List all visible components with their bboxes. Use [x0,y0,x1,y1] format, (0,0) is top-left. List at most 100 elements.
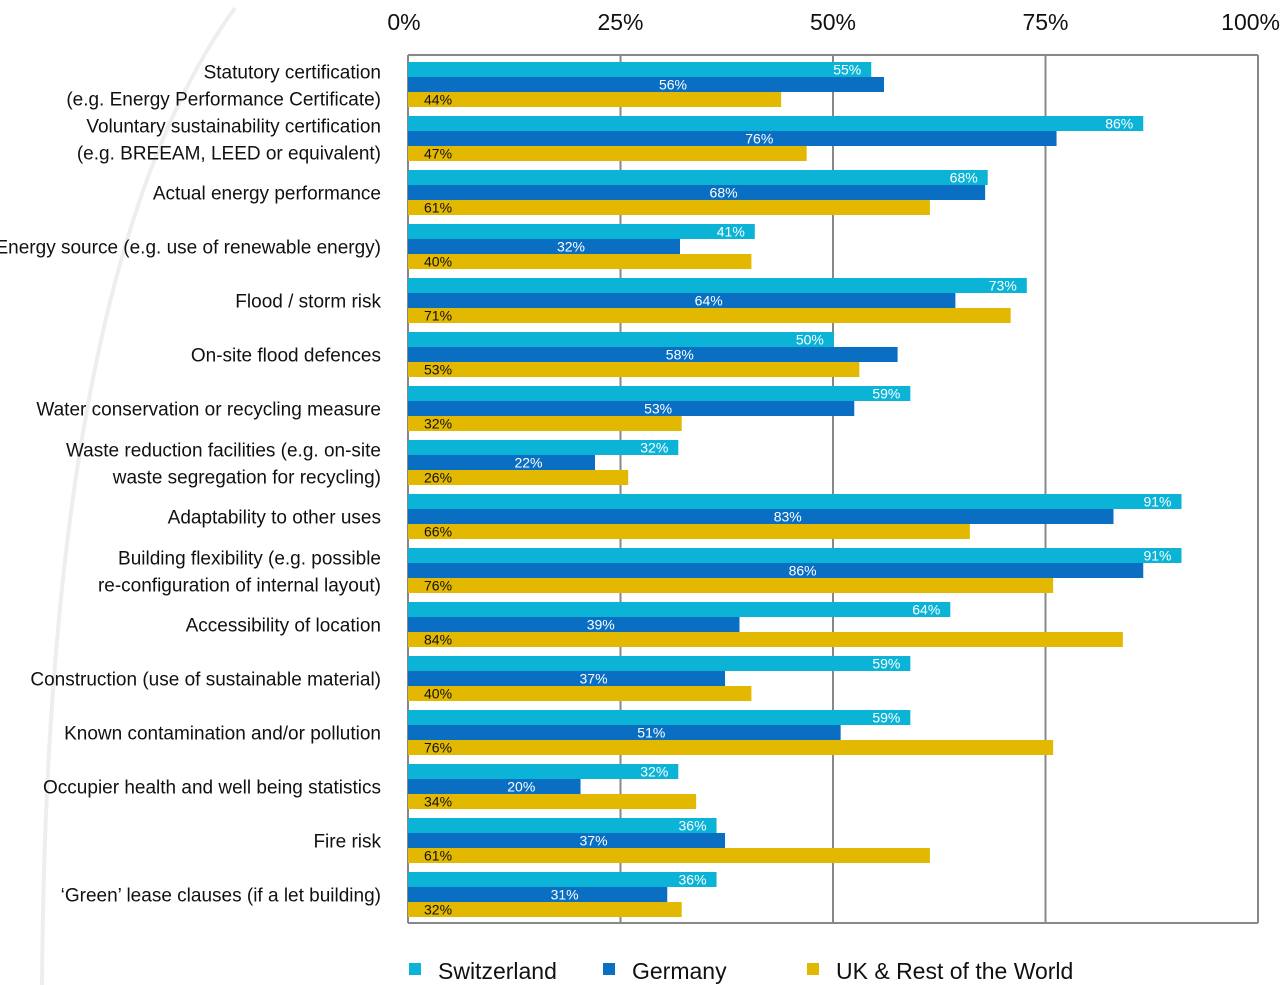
bar-uk-rest-of-world [408,632,1123,647]
background-arc [40,6,237,985]
data-label: 64% [695,293,723,309]
bar-uk-rest-of-world [408,578,1054,593]
bar-germany [408,563,1144,578]
bar-switzerland [408,494,1182,509]
bar-uk-rest-of-world [408,200,930,215]
bar-uk-rest-of-world [408,902,682,917]
bar-uk-rest-of-world [408,308,1011,323]
bar-germany [408,779,581,794]
category-label: (e.g. Energy Performance Certificate) [66,90,381,111]
bar-switzerland [408,710,911,725]
data-label: 41% [717,224,745,240]
data-label: 47% [424,146,452,162]
bar-switzerland [408,278,1027,293]
bar-uk-rest-of-world [408,92,782,107]
data-label: 61% [424,200,452,216]
bar-germany [408,293,956,308]
data-label: 26% [424,470,452,486]
bar-germany [408,455,595,470]
bar-series: 55% 56% 44% 86% 76% 47% 68% 68% 61% 41% 32% 40% 73% 6… [408,62,1182,918]
data-label: 40% [424,254,452,270]
category-label: Fire risk [313,832,381,853]
data-label: 59% [872,710,900,726]
bar-uk-rest-of-world [408,362,860,377]
data-label: 36% [679,872,707,888]
bar-germany [408,131,1057,146]
data-label: 59% [872,386,900,402]
bar-germany [408,509,1114,524]
bar-switzerland [408,332,834,347]
bar-switzerland [408,116,1144,131]
bar-switzerland [408,224,755,239]
data-label: 32% [557,239,585,255]
bar-switzerland [408,548,1182,563]
category-label: Voluntary sustainability certification [86,117,381,138]
bar-uk-rest-of-world [408,470,629,485]
bar-germany [408,887,668,902]
legend-label: Germany [632,958,727,984]
category-label: Building flexibility (e.g. possible [118,549,381,570]
data-label: 83% [774,509,802,525]
bar-germany [408,347,898,362]
bar-switzerland [408,170,988,185]
x-tick-label: 75% [1022,9,1068,35]
legend-swatch [807,963,819,975]
data-label: 32% [640,764,668,780]
category-label: Occupier health and well being statistic… [43,778,381,799]
category-label: ‘Green’ lease clauses (if a let building… [61,886,381,907]
data-label: 50% [796,332,824,348]
data-label: 76% [745,131,773,147]
bar-germany [408,239,680,254]
bar-uk-rest-of-world [408,254,752,269]
category-label: Known contamination and/or pollution [64,724,381,745]
x-tick-label: 25% [597,9,643,35]
legend: Switzerland Germany UK & Rest of the World [409,958,1073,984]
data-label: 91% [1143,548,1171,564]
bar-switzerland [408,872,717,887]
category-label: Adaptability to other uses [168,508,381,529]
category-label: Actual energy performance [153,184,381,205]
category-label: Construction (use of sustainable materia… [30,670,381,691]
data-label: 36% [679,818,707,834]
bar-germany [408,401,855,416]
data-label: 53% [644,401,672,417]
bar-switzerland [408,656,911,671]
bar-switzerland [408,440,679,455]
data-label: 68% [710,185,738,201]
data-label: 37% [580,833,608,849]
bar-uk-rest-of-world [408,848,930,863]
category-labels: Statutory certification (e.g. Energy Perf… [0,63,381,907]
category-label: On-site flood defences [191,346,381,367]
data-label: 61% [424,848,452,864]
data-label: 22% [514,455,542,471]
bar-germany [408,185,986,200]
data-label: 59% [872,656,900,672]
bar-germany [408,833,726,848]
data-label: 32% [424,902,452,918]
data-label: 55% [833,62,861,78]
data-label: 31% [551,887,579,903]
data-label: 39% [587,617,615,633]
category-label: waste segregation for recycling) [112,468,381,489]
category-label: Energy source (e.g. use of renewable ene… [0,238,381,259]
bar-uk-rest-of-world [408,686,752,701]
category-label: (e.g. BREEAM, LEED or equivalent) [77,144,381,165]
data-label: 40% [424,686,452,702]
bar-germany [408,671,726,686]
x-tick-label: 100% [1221,9,1280,35]
bar-germany [408,617,740,632]
bar-switzerland [408,818,717,833]
category-label: Water conservation or recycling measure [36,400,381,421]
data-label: 32% [424,416,452,432]
legend-label: UK & Rest of the World [836,958,1073,984]
data-label: 56% [659,77,687,93]
bar-switzerland [408,764,679,779]
legend-label: Switzerland [438,958,557,984]
data-label: 71% [424,308,452,324]
bar-uk-rest-of-world [408,794,697,809]
bar-switzerland [408,602,951,617]
data-label: 86% [1105,116,1133,132]
bar-switzerland [408,62,872,77]
category-label: Accessibility of location [186,616,381,637]
